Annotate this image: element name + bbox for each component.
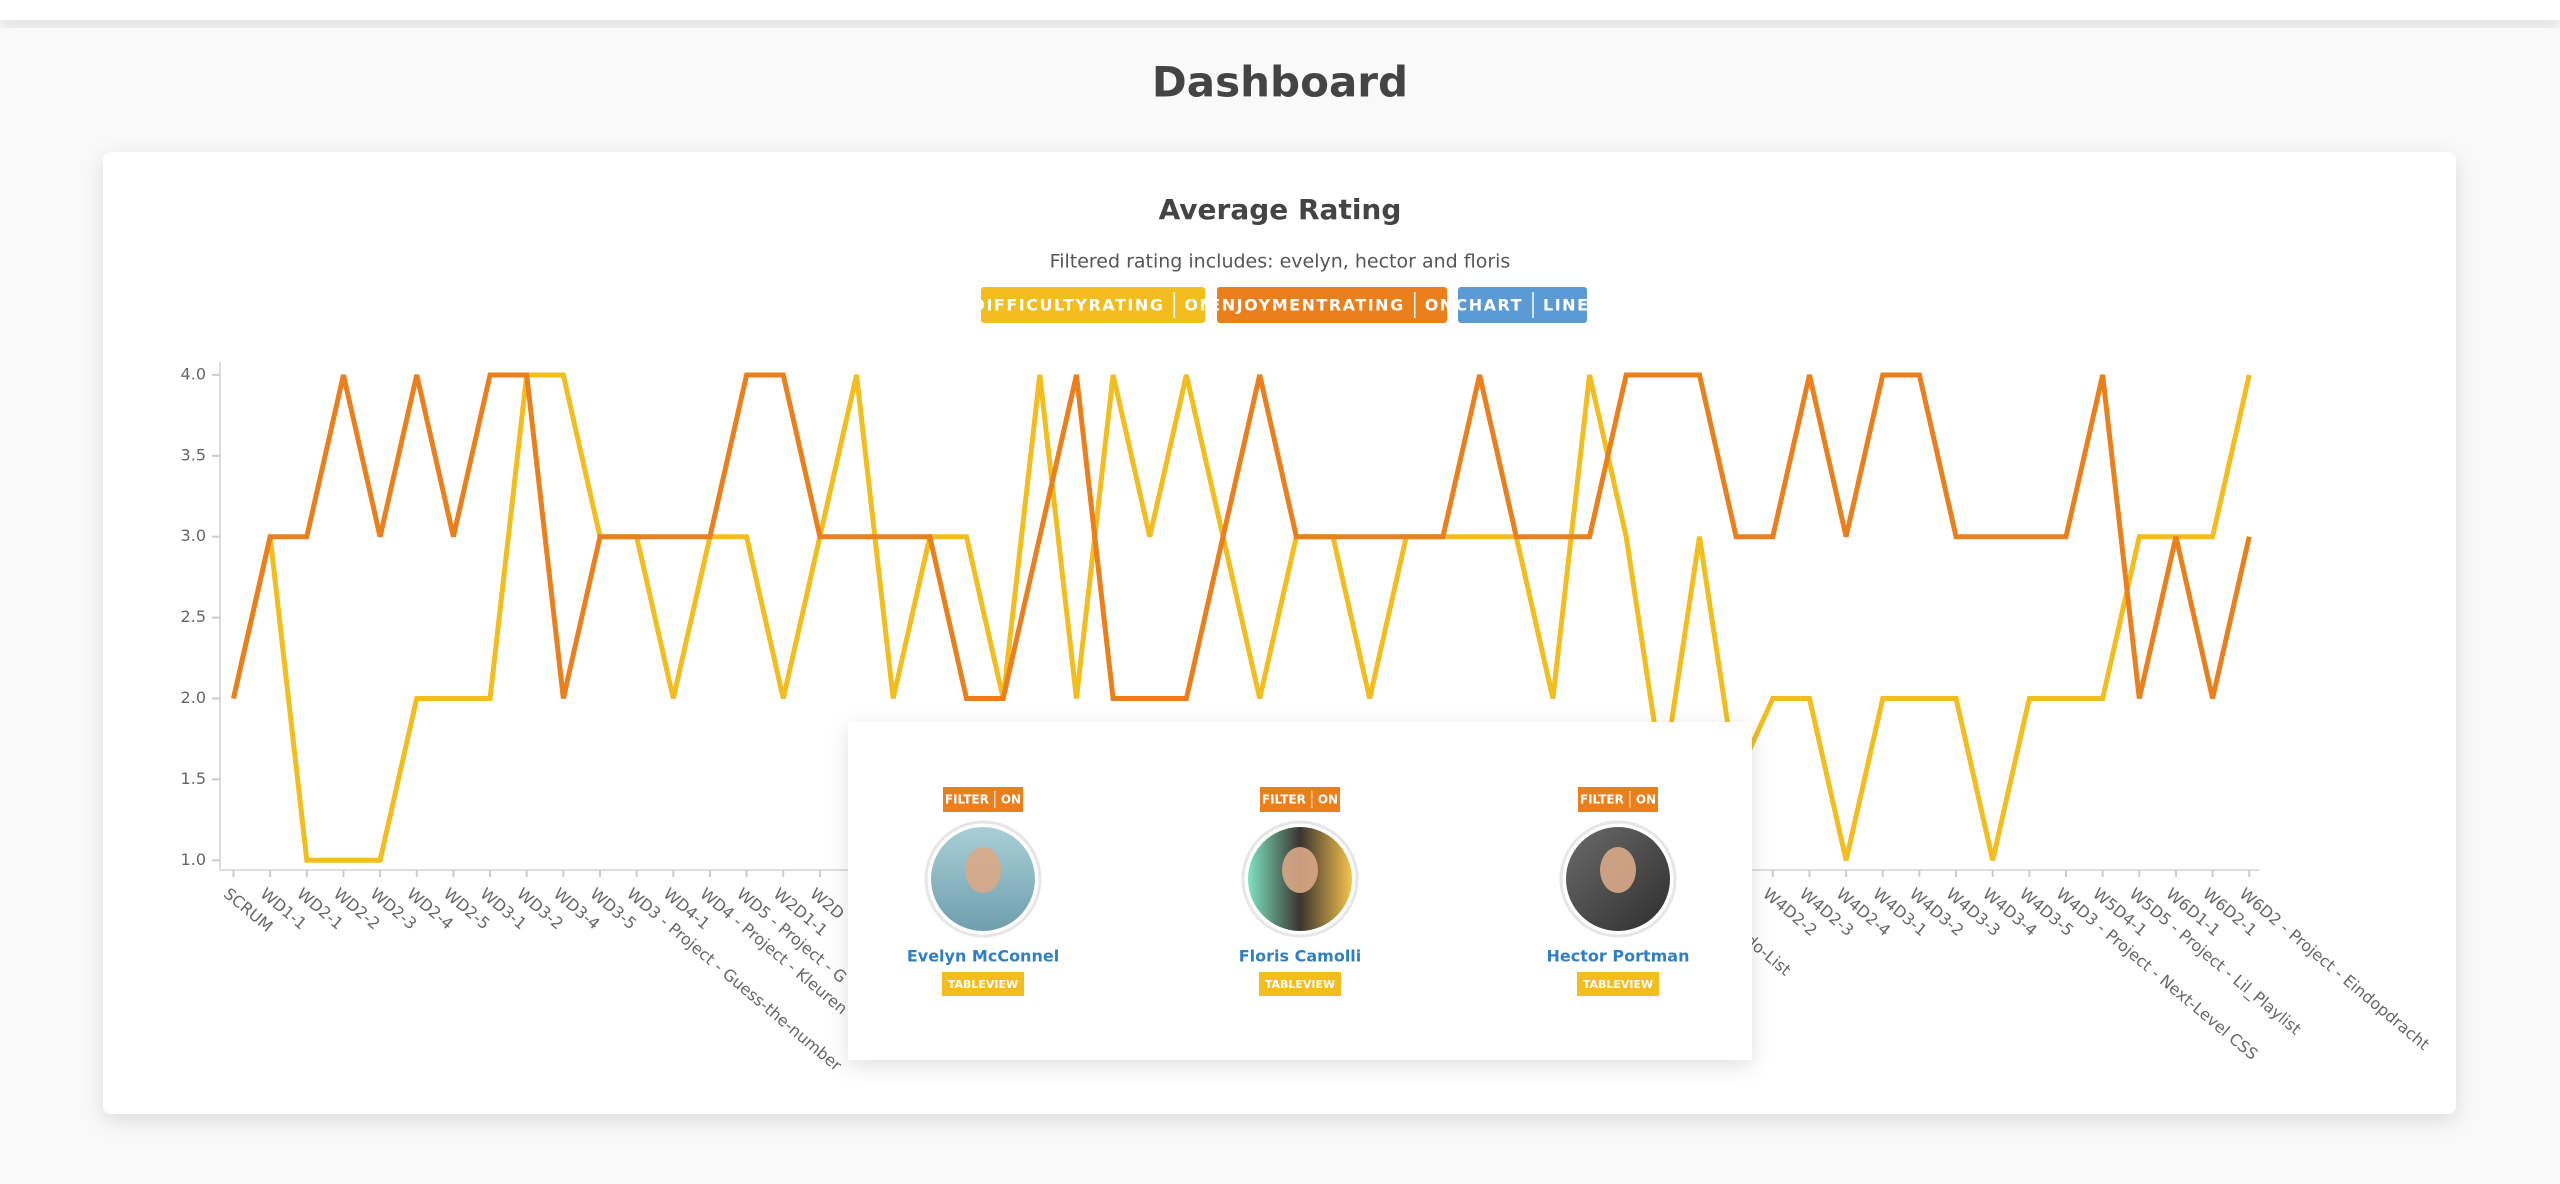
- page-title: Dashboard: [1152, 58, 1408, 107]
- button-label: TABLEVIEW: [948, 978, 1018, 991]
- button-bg: [1259, 972, 1341, 996]
- user-name: Floris Camolli: [1239, 947, 1362, 966]
- tableview-button[interactable]: TABLEVIEW: [1259, 972, 1341, 996]
- y-tick-label: 2.5: [181, 607, 206, 626]
- chart-type-toggle[interactable]: CHART LINE: [1456, 287, 1590, 323]
- button-state: ON: [1184, 296, 1214, 315]
- user-card: FILTER ON Evelyn McConnel TABLEVIEW: [907, 787, 1059, 996]
- button-label: ENJOYMENTRATING: [1209, 296, 1404, 315]
- filter-badge[interactable]: FILTER ON: [1578, 787, 1658, 812]
- y-tick-label: 2.0: [181, 688, 206, 707]
- avatar-face: [965, 847, 1001, 893]
- button-label: DIFFICULTYRATING: [972, 296, 1165, 315]
- badge-state: ON: [1001, 793, 1021, 807]
- button-bg: [942, 972, 1024, 996]
- difficulty-toggle[interactable]: DIFFICULTYRATING ON: [972, 287, 1215, 323]
- user-name: Hector Portman: [1547, 947, 1690, 966]
- user-name: Evelyn McConnel: [907, 947, 1059, 966]
- button-label: CHART: [1456, 296, 1524, 315]
- y-tick-label: 3.5: [181, 445, 206, 464]
- badge-label: FILTER: [1580, 793, 1624, 807]
- badge-label: FILTER: [945, 793, 989, 807]
- avatar-face: [1282, 847, 1318, 893]
- button-bg: [1458, 287, 1587, 323]
- badge-bg: [1578, 787, 1658, 812]
- chart-title: Average Rating: [1159, 193, 1402, 226]
- y-tick-label: 1.5: [181, 769, 206, 788]
- tableview-button[interactable]: TABLEVIEW: [942, 972, 1024, 996]
- badge-state: ON: [1636, 793, 1656, 807]
- avatar-face: [1600, 847, 1636, 893]
- button-bg: [1217, 287, 1447, 323]
- user-card: FILTER ON Floris Camolli TABLEVIEW: [1239, 787, 1362, 996]
- badge-bg: [1260, 787, 1340, 812]
- chart-panel: [103, 152, 2456, 1114]
- badge-label: FILTER: [1262, 793, 1306, 807]
- badge-bg: [943, 787, 1023, 812]
- y-tick-label: 1.0: [181, 850, 206, 869]
- enjoyment-toggle[interactable]: ENJOYMENTRATING ON: [1209, 287, 1454, 323]
- button-state: ON: [1425, 296, 1455, 315]
- badge-state: ON: [1318, 793, 1338, 807]
- button-state: LINE: [1543, 296, 1589, 315]
- user-overlay: FILTER ON Evelyn McConnel TABLEVIEW FILTER ON…: [848, 722, 1752, 1060]
- filter-badge[interactable]: FILTER ON: [943, 787, 1023, 812]
- button-bg: [981, 287, 1205, 323]
- button-label: TABLEVIEW: [1583, 978, 1653, 991]
- chart-subtitle: Filtered rating includes: evelyn, hector…: [1050, 251, 1511, 273]
- top-bar: [0, 0, 2560, 20]
- button-label: TABLEVIEW: [1265, 978, 1335, 991]
- y-tick-label: 4.0: [181, 364, 206, 383]
- rating-line: [231, 372, 2252, 863]
- button-bg: [1577, 972, 1659, 996]
- tableview-button[interactable]: TABLEVIEW: [1577, 972, 1659, 996]
- rating-line: [231, 372, 2252, 702]
- filter-badge[interactable]: FILTER ON: [1260, 787, 1340, 812]
- y-tick-label: 3.0: [181, 526, 206, 545]
- user-card: FILTER ON Hector Portman TABLEVIEW: [1547, 787, 1690, 996]
